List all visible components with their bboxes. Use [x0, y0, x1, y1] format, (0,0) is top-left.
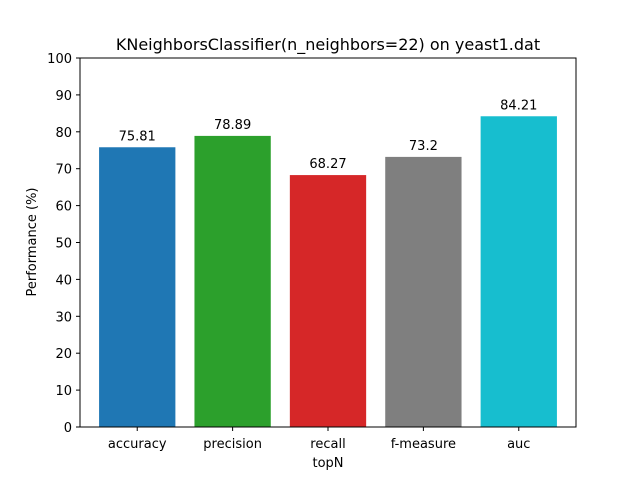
y-axis-label: Performance (%) — [25, 187, 40, 296]
y-axis: 0 10 20 30 40 50 60 70 80 90 100 — [47, 52, 80, 436]
y-tick-label-5: 50 — [55, 237, 72, 252]
bar-accuracy — [99, 147, 176, 427]
data-label-precision: 78.89 — [214, 118, 251, 133]
x-tick-label-accuracy: accuracy — [108, 437, 167, 452]
chart-title: KNeighborsClassifier(n_neighbors=22) on … — [116, 35, 540, 55]
x-tick-label-recall: recall — [310, 437, 345, 452]
x-axis: accuracy precision recall f-measure auc — [108, 427, 530, 452]
y-tick-label-10: 100 — [47, 52, 72, 67]
y-tick-label-0: 0 — [64, 421, 72, 436]
bar-auc — [480, 116, 557, 427]
data-label-recall: 68.27 — [309, 157, 346, 172]
x-tick-label-precision: precision — [203, 437, 262, 452]
data-label-accuracy: 75.81 — [119, 129, 156, 144]
bar-precision — [194, 135, 271, 427]
data-label-f-measure: 73.2 — [409, 139, 438, 154]
bar-recall — [289, 175, 367, 427]
y-tick-label-8: 80 — [55, 126, 72, 141]
y-tick-label-1: 10 — [55, 384, 72, 399]
bar-f-measure — [385, 156, 462, 427]
data-label-auc: 84.21 — [500, 98, 537, 113]
x-axis-label: topN — [312, 456, 343, 471]
plot-frame — [79, 57, 577, 428]
y-tick-label-2: 20 — [55, 347, 72, 362]
x-tick-label-f-measure: f-measure — [391, 437, 456, 452]
y-tick-label-6: 60 — [55, 200, 72, 215]
y-tick-label-3: 30 — [55, 310, 72, 325]
bars-group: 75.81 78.89 68.27 73.2 84.21 — [99, 98, 557, 427]
x-tick-label-auc: auc — [507, 437, 530, 452]
y-tick-label-4: 40 — [55, 273, 72, 288]
y-tick-label-9: 90 — [55, 89, 72, 104]
y-tick-label-7: 70 — [55, 163, 72, 178]
